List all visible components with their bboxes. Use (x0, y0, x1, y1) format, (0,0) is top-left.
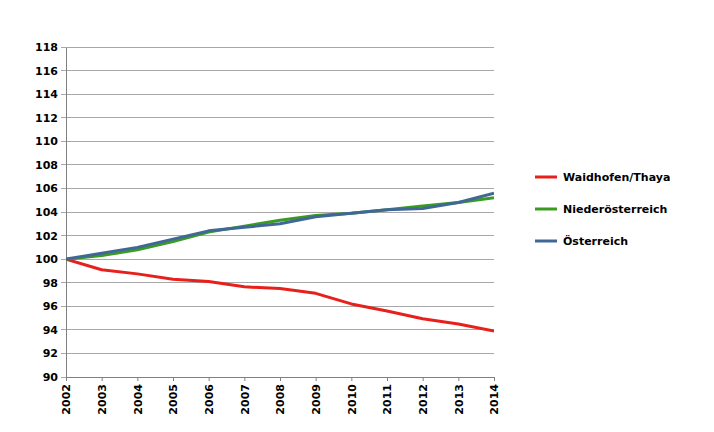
y-tick-label: 114 (35, 88, 58, 101)
grid-line (61, 235, 494, 236)
x-tick-label: 2007 (239, 384, 252, 415)
x-tick-mark (316, 377, 317, 381)
y-tick: 106 (35, 182, 66, 195)
x-tick: 2006 (203, 377, 216, 415)
y-tick: 102 (35, 230, 66, 243)
lines (66, 193, 494, 331)
y-tick: 114 (35, 88, 66, 101)
x-tick-mark (494, 377, 495, 381)
y-tick: 90 (43, 371, 66, 384)
y-tick-label: 108 (35, 159, 58, 172)
grid-line (61, 306, 494, 307)
y-tick-label: 102 (35, 230, 58, 243)
x-tick: 2008 (274, 377, 287, 415)
y-axis-line (66, 48, 67, 378)
x-tick-label: 2004 (132, 384, 145, 415)
grid-line (61, 353, 494, 354)
grid-line (61, 94, 494, 95)
x-tick: 2012 (417, 377, 430, 415)
series-line (66, 259, 494, 331)
y-tick-label: 94 (43, 324, 59, 337)
x-tick-label: 2009 (310, 384, 323, 415)
series-line (66, 193, 494, 259)
y-tick: 104 (35, 206, 66, 219)
x-tick-mark (423, 377, 424, 381)
legend-label: Waidhofen/Thaya (563, 171, 670, 184)
y-tick: 96 (43, 300, 66, 313)
y-tick-label: 96 (43, 300, 59, 313)
y-axis: 90 92 94 96 98 100 102 104 106 108 110 112 114 116 118 (35, 41, 66, 384)
x-axis-line (67, 378, 495, 382)
x-tick-mark (387, 377, 388, 381)
y-tick: 110 (35, 135, 66, 148)
grid-line (61, 141, 494, 142)
grid-line (61, 47, 494, 48)
x-tick: 2010 (346, 377, 359, 415)
x-tick-mark (458, 377, 459, 381)
x-tick-mark (244, 377, 245, 381)
x-tick-mark (66, 377, 67, 381)
grid-line (61, 212, 494, 213)
x-axis: 2002 2003 2004 2005 2006 2007 2008 2009 2010 2011… (60, 377, 501, 415)
legend-swatch (535, 240, 557, 243)
y-tick: 108 (35, 159, 66, 172)
y-tick-label: 110 (35, 135, 58, 148)
x-tick: 2003 (96, 377, 109, 415)
y-tick-label: 106 (35, 182, 58, 195)
x-tick: 2002 (60, 377, 73, 415)
legend-swatch (535, 176, 557, 179)
y-tick: 118 (35, 41, 66, 54)
y-tick-label: 90 (43, 371, 59, 384)
legend-label: Österreich (563, 234, 628, 248)
x-tick-mark (280, 377, 281, 381)
y-tick: 98 (43, 277, 66, 290)
x-tick-mark (102, 377, 103, 381)
y-tick: 94 (43, 324, 66, 337)
grid-line (61, 188, 494, 189)
grid-line (61, 282, 494, 283)
y-tick: 112 (35, 112, 66, 125)
x-tick: 2004 (132, 377, 145, 415)
y-tick-label: 104 (35, 206, 58, 219)
y-tick-label: 118 (35, 41, 58, 54)
y-tick: 100 (35, 253, 66, 266)
x-tick: 2011 (381, 377, 394, 415)
legend-swatch (535, 208, 557, 211)
grid-line (61, 164, 494, 165)
grid-line (61, 117, 494, 118)
x-tick-label: 2012 (417, 384, 430, 415)
x-tick-label: 2005 (167, 384, 180, 415)
y-tick-label: 112 (35, 112, 58, 125)
x-tick-label: 2003 (96, 384, 109, 415)
y-tick-label: 116 (35, 65, 58, 78)
grid-line (61, 259, 494, 260)
x-tick: 2009 (310, 377, 323, 415)
grid-line (61, 70, 494, 71)
x-tick: 2005 (167, 377, 180, 415)
x-tick: 2014 (488, 377, 501, 415)
x-tick-label: 2006 (203, 384, 216, 415)
x-tick-label: 2010 (346, 384, 359, 415)
legend: Waidhofen/Thaya Niederösterreich Österreic… (535, 171, 670, 248)
grid (61, 47, 494, 377)
grid-line (61, 329, 494, 330)
chart: 90 92 94 96 98 100 102 104 106 108 110 112 114 116 118… (0, 0, 714, 432)
y-tick: 92 (43, 347, 66, 360)
x-tick-label: 2008 (274, 384, 287, 415)
y-tick-label: 92 (43, 347, 58, 360)
x-tick-mark (137, 377, 138, 381)
y-tick-label: 98 (43, 277, 58, 290)
x-tick-label: 2011 (381, 384, 394, 415)
x-tick: 2007 (239, 377, 252, 415)
x-tick-mark (209, 377, 210, 381)
x-tick-label: 2002 (60, 384, 73, 415)
x-tick: 2013 (453, 377, 466, 415)
y-tick-label: 100 (35, 253, 58, 266)
x-tick-mark (173, 377, 174, 381)
x-tick-label: 2014 (488, 384, 501, 415)
x-tick-label: 2013 (453, 384, 466, 415)
legend-label: Niederösterreich (563, 203, 667, 216)
y-tick: 116 (35, 65, 66, 78)
x-tick-mark (351, 377, 352, 381)
